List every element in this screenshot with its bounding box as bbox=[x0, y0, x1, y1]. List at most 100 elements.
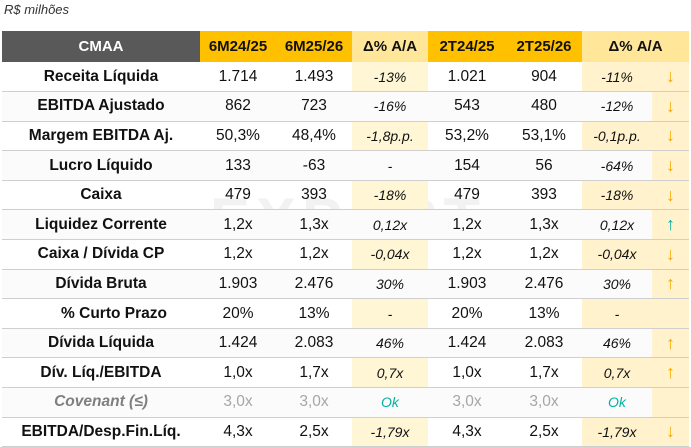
header-company: CMAA bbox=[2, 31, 200, 62]
header-6m-prev: 6M24/25 bbox=[200, 31, 276, 62]
cell-6m-curr: -63 bbox=[276, 150, 352, 181]
cell-2t-prev: 1,2x bbox=[452, 245, 482, 263]
cell-2t-delta: -11% bbox=[582, 62, 652, 92]
cell-6m-curr: 393 bbox=[301, 186, 327, 204]
arrow-up-amber-icon: ↑ bbox=[652, 328, 689, 358]
cell-6m-delta: Ok bbox=[352, 387, 428, 418]
table-row: Dívida Líquida 1.424 2.083 46% 1.424 2.083 46%… bbox=[2, 328, 689, 358]
cell-6m-curr: 1,7x bbox=[299, 363, 329, 381]
cell-2t-delta: 0,7x bbox=[582, 357, 652, 388]
table-row: Caixa / Dívida CP 1,2x 1,2x -0,04x 1,2x 1,2x -… bbox=[2, 239, 689, 270]
row-label: % Curto Prazo bbox=[61, 304, 167, 322]
cell-6m-curr: 723 bbox=[276, 91, 352, 122]
row-label: Covenant (≤) bbox=[2, 387, 200, 418]
cell-2t-curr: 2.476 bbox=[506, 269, 582, 299]
cell-2t-curr: 53,1% bbox=[522, 126, 566, 144]
cell-6m-delta: -16% bbox=[352, 91, 428, 122]
cell-2t-prev: 479 bbox=[454, 186, 480, 204]
cell-6m-curr: 1.493 bbox=[294, 67, 334, 85]
cell-2t-delta: -0,04x bbox=[582, 239, 652, 270]
row-label: Margem EBITDA Aj. bbox=[28, 126, 174, 144]
cell-2t-delta: - bbox=[582, 298, 652, 329]
cell-6m-delta: - bbox=[352, 150, 428, 181]
cell-6m-delta: 0,12x bbox=[352, 209, 428, 240]
table-row: Dívida Bruta 1.903 2.476 30% 1.903 2.476 30% ↑ bbox=[2, 269, 689, 299]
header-2t-curr: 2T25/26 bbox=[506, 31, 582, 62]
cell-2t-prev: 53,2% bbox=[445, 126, 489, 144]
arrow-up-amber-icon: ↑ bbox=[652, 357, 689, 388]
arrow-up-teal-icon: ↑ bbox=[652, 209, 689, 240]
table-row: Receita Líquida 1.714 1.493 -13% 1.021 904 -11… bbox=[2, 62, 689, 92]
cell-6m-prev: 1.714 bbox=[218, 67, 258, 85]
cell-6m-curr: 13% bbox=[298, 304, 330, 322]
cell-2t-prev: 1.903 bbox=[428, 269, 506, 299]
row-label: Dívida Bruta bbox=[2, 269, 200, 299]
cell-6m-curr: 1,3x bbox=[276, 209, 352, 240]
financial-table: CMAA 6M24/25 6M25/26 Δ% A/A 2T24/25 2T25… bbox=[2, 31, 689, 447]
cell-2t-delta: 30% bbox=[582, 269, 652, 299]
cell-2t-delta: 0,12x bbox=[582, 209, 652, 240]
cell-2t-curr: 393 bbox=[531, 186, 557, 204]
table-row: Margem EBITDA Aj. 50,3% 48,4% -1,8p.p. 53,2%… bbox=[2, 121, 689, 151]
cell-2t-curr: 904 bbox=[531, 67, 557, 85]
cell-2t-curr: 1,7x bbox=[529, 363, 559, 381]
cell-2t-curr: 1,3x bbox=[506, 209, 582, 240]
cell-6m-prev: 1,2x bbox=[223, 245, 253, 263]
cell-6m-prev: 1.424 bbox=[200, 328, 276, 358]
cell-2t-prev: 1.021 bbox=[447, 67, 487, 85]
cell-2t-prev: 1,0x bbox=[452, 363, 482, 381]
table-row: Caixa 479 393 -18% 479 393 -18% ↓ bbox=[2, 180, 689, 210]
row-label: Dívida Líquida bbox=[2, 328, 200, 358]
cell-6m-curr: 1,2x bbox=[299, 245, 329, 263]
cell-2t-curr: 3,0x bbox=[506, 387, 582, 418]
cell-6m-prev: 3,0x bbox=[200, 387, 276, 418]
cell-6m-delta: 46% bbox=[352, 328, 428, 358]
row-label: Receita Líquida bbox=[43, 67, 159, 85]
header-2t-delta: Δ% A/A bbox=[582, 31, 689, 62]
cell-2t-delta: -12% bbox=[582, 91, 652, 122]
arrow-up-amber-icon: ↑ bbox=[652, 269, 689, 299]
table-row: EBITDA/Desp.Fin.Líq. 4,3x 2,5x -1,79x 4,3x 2,… bbox=[2, 417, 689, 447]
cell-2t-delta: Ok bbox=[582, 387, 652, 418]
arrow-down-amber-icon: ↓ bbox=[652, 62, 689, 92]
arrow-down-amber-icon: ↓ bbox=[652, 121, 689, 151]
table-row: % Curto Prazo 20% 13% - 20% 13% - bbox=[2, 298, 689, 329]
arrow-down-amber-icon: ↓ bbox=[652, 417, 689, 447]
cell-2t-curr: 1,2x bbox=[529, 245, 559, 263]
row-label: Caixa / Dívida CP bbox=[37, 245, 165, 263]
cell-2t-prev: 1,2x bbox=[428, 209, 506, 240]
cell-2t-prev: 3,0x bbox=[428, 387, 506, 418]
arrow-down-amber-icon: ↓ bbox=[652, 239, 689, 270]
table-row: EBITDA Ajustado 862 723 -16% 543 480 -12% ↓ bbox=[2, 91, 689, 122]
cell-2t-prev: 543 bbox=[428, 91, 506, 122]
arrow-down-amber-icon: ↓ bbox=[652, 91, 689, 122]
table-row: Liquidez Corrente 1,2x 1,3x 0,12x 1,2x 1,3x 0,… bbox=[2, 209, 689, 240]
table-row: Lucro Líquido 133 -63-154 56 -64% ↓ bbox=[2, 150, 689, 181]
table-row: Dív. Líq./EBITDA 1,0x 1,7x 0,7x 1,0x 1,7x 0,7x… bbox=[2, 357, 689, 388]
cell-2t-prev: 20% bbox=[451, 304, 483, 322]
cell-6m-curr: 3,0x bbox=[276, 387, 352, 418]
cell-6m-delta: -0,04x bbox=[352, 239, 428, 270]
trend-empty bbox=[652, 298, 689, 329]
row-label: Lucro Líquido bbox=[2, 150, 200, 181]
header-6m-curr: 6M25/26 bbox=[276, 31, 352, 62]
cell-6m-curr: 2,5x bbox=[299, 422, 329, 440]
table-header-row: CMAA 6M24/25 6M25/26 Δ% A/A 2T24/25 2T25… bbox=[2, 31, 689, 62]
cell-6m-delta: -1,79x bbox=[352, 417, 428, 447]
cell-6m-delta: -1,8p.p. bbox=[352, 121, 428, 151]
cell-6m-prev: 479 bbox=[225, 186, 251, 204]
cell-6m-prev: 133 bbox=[200, 150, 276, 181]
trend-empty bbox=[652, 387, 689, 418]
cell-6m-prev: 862 bbox=[200, 91, 276, 122]
cell-6m-prev: 4,3x bbox=[223, 422, 253, 440]
cell-2t-curr: 56 bbox=[506, 150, 582, 181]
cell-6m-delta: 30% bbox=[352, 269, 428, 299]
cell-2t-curr: 13% bbox=[528, 304, 560, 322]
cell-2t-delta: 46% bbox=[582, 328, 652, 358]
row-label: EBITDA Ajustado bbox=[2, 91, 200, 122]
cell-6m-curr: 48,4% bbox=[292, 126, 336, 144]
cell-2t-delta: -18% bbox=[582, 180, 652, 210]
unit-label: R$ milhões bbox=[4, 2, 70, 17]
cell-6m-prev: 1,0x bbox=[223, 363, 253, 381]
cell-6m-prev: 1,2x bbox=[200, 209, 276, 240]
